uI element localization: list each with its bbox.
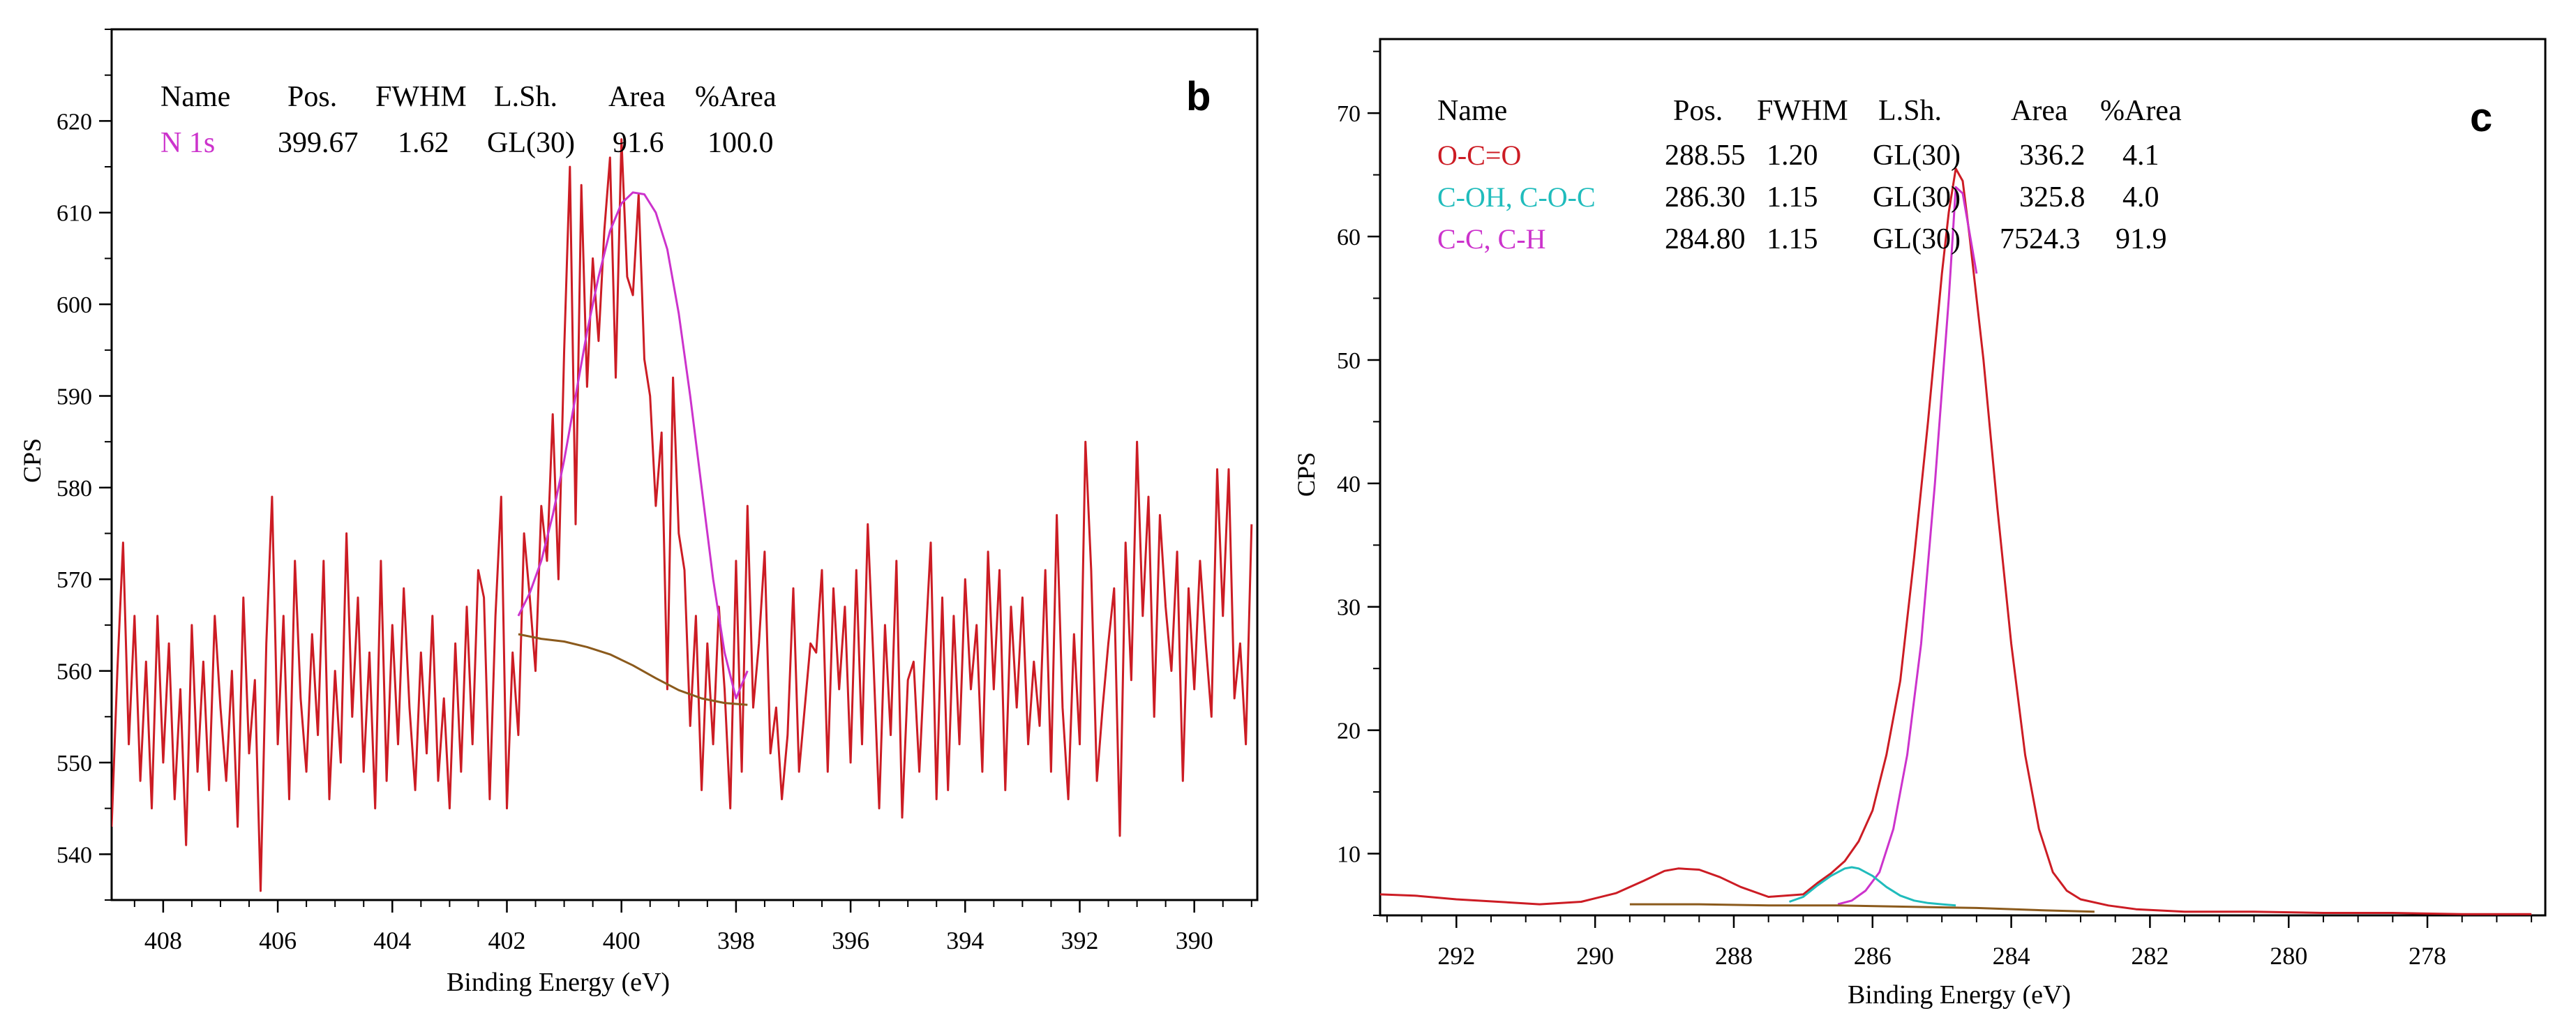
- b-header-pct: %Area: [695, 81, 777, 113]
- b-y-tick-label: 560: [57, 659, 92, 685]
- c-row1-lsh: GL(30): [1873, 140, 1961, 172]
- b-x-tick-label: 400: [603, 927, 641, 954]
- c-row2-pct: 4.0: [2122, 181, 2159, 213]
- c-x-tick-label: 286: [1854, 942, 1892, 970]
- c-row3-lsh: GL(30): [1873, 223, 1961, 255]
- panel-c-y-axis-label: CPS: [1292, 452, 1320, 497]
- c-header-area: Area: [2011, 95, 2068, 127]
- panel-c-chart: 292 290 288 286 284 282 280 278 10 20 30 40 50 60 70 B…: [1292, 38, 2547, 1010]
- c-y-tick-label: 20: [1337, 719, 1361, 744]
- panel-c-letter: c: [2470, 95, 2492, 140]
- b-row-area: 91.6: [613, 127, 664, 159]
- b-x-tick-label: 408: [144, 927, 182, 954]
- c-series-envelope: [1380, 167, 2532, 915]
- c-series-c-c-c-h: [1837, 186, 1978, 906]
- b-y-tick-label: 610: [57, 201, 92, 227]
- panel-b-series: [112, 138, 1253, 892]
- c-x-tick-label: 282: [2131, 942, 2169, 970]
- b-x-tick-label: 406: [259, 927, 297, 954]
- b-header-area: Area: [608, 81, 666, 113]
- c-row3-fwhm: 1.15: [1767, 223, 1818, 255]
- c-row2-lsh: GL(30): [1873, 181, 1961, 213]
- c-series-c-oh-c-o-c: [1789, 866, 1956, 907]
- c-y-tick-label: 70: [1337, 101, 1361, 127]
- b-y-tick-label: 550: [57, 751, 92, 777]
- c-y-tick-label: 40: [1337, 472, 1361, 497]
- b-series-n-1s-fit: [517, 191, 749, 700]
- b-row-fwhm: 1.62: [398, 127, 449, 159]
- b-y-tick-label: 590: [57, 384, 92, 410]
- panel-c-tick-labels: 292 290 288 286 284 282 280 278 10 20 30 40 50 60 70: [1337, 101, 2446, 970]
- panel-b-letter: b: [1186, 74, 1211, 119]
- c-row1-area: 336.2: [2019, 140, 2085, 172]
- b-y-tick-label: 620: [57, 109, 92, 135]
- panel-b-tick-labels: 408 406 404 402 400 398 396 394 392 390 540 550 560 5…: [57, 109, 1213, 954]
- panel-c-fit-table: Name Pos. FWHM L.Sh. Area %Area O-C=O 28…: [1437, 95, 2182, 255]
- c-row3-pos: 284.80: [1665, 223, 1746, 255]
- b-header-pos: Pos.: [287, 81, 337, 113]
- c-row2-fwhm: 1.15: [1767, 181, 1818, 213]
- b-x-tick-label: 396: [832, 927, 869, 954]
- b-row-pct: 100.0: [707, 127, 774, 159]
- panel-c-x-axis-label: Binding Energy (eV): [1848, 980, 2071, 1010]
- c-header-name: Name: [1437, 95, 1507, 127]
- b-header-fwhm: FWHM: [375, 81, 467, 113]
- b-row-lsh: GL(30): [487, 127, 575, 159]
- panel-c-ticks: [1368, 50, 2533, 928]
- b-series-background: [518, 633, 748, 706]
- c-row1-pct: 4.1: [2122, 140, 2159, 172]
- c-y-tick-label: 60: [1337, 225, 1361, 250]
- c-x-tick-label: 278: [2409, 942, 2446, 970]
- c-y-tick-label: 50: [1337, 348, 1361, 374]
- b-x-tick-label: 404: [373, 927, 411, 954]
- c-row3-area: 7524.3: [2000, 223, 2081, 255]
- c-header-pos: Pos.: [1673, 95, 1723, 127]
- c-y-tick-label: 30: [1337, 595, 1361, 621]
- c-x-tick-label: 280: [2270, 942, 2307, 970]
- b-y-tick-label: 580: [57, 476, 92, 502]
- c-row1-name: O-C=O: [1437, 140, 1521, 171]
- b-header-lsh: L.Sh.: [494, 81, 557, 113]
- panel-b-fit-table: Name Pos. FWHM L.Sh. Area %Area N 1s 399…: [160, 81, 777, 159]
- b-series-raw-spectrum: [112, 138, 1253, 892]
- b-x-tick-label: 392: [1061, 927, 1098, 954]
- panel-b-chart: 408 406 404 402 400 398 396 394 392 390 540 550 560 5…: [18, 28, 1259, 997]
- b-row-pos: 399.67: [278, 127, 359, 159]
- b-x-tick-label: 390: [1176, 927, 1213, 954]
- b-x-tick-label: 398: [717, 927, 755, 954]
- c-y-tick-label: 10: [1337, 842, 1361, 868]
- panel-b-x-axis-label: Binding Energy (eV): [447, 968, 670, 997]
- c-row2-name: C-OH, C-O-C: [1437, 181, 1596, 213]
- c-header-pct: %Area: [2100, 95, 2182, 127]
- c-row1-pos: 288.55: [1665, 140, 1746, 172]
- b-x-tick-label: 394: [946, 927, 984, 954]
- c-row3-pct: 91.9: [2116, 223, 2167, 255]
- c-x-tick-label: 288: [1715, 942, 1753, 970]
- c-header-fwhm: FWHM: [1757, 95, 1848, 127]
- c-x-tick-label: 284: [1993, 942, 2030, 970]
- c-x-tick-label: 292: [1437, 942, 1475, 970]
- c-header-lsh: L.Sh.: [1878, 95, 1942, 127]
- c-row2-area: 325.8: [2019, 181, 2085, 213]
- panel-c-series: [1380, 167, 2532, 915]
- b-y-tick-label: 570: [57, 567, 92, 593]
- panel-b-y-axis-label: CPS: [18, 438, 46, 483]
- panel-b-ticks: [99, 29, 1252, 913]
- c-row1-fwhm: 1.20: [1767, 140, 1818, 172]
- c-row2-pos: 286.30: [1665, 181, 1746, 213]
- panel-c-plot-frame: [1379, 38, 2547, 917]
- b-header-name: Name: [160, 81, 230, 113]
- b-y-tick-label: 600: [57, 292, 92, 318]
- c-row3-name: C-C, C-H: [1437, 223, 1546, 255]
- c-x-tick-label: 290: [1576, 942, 1614, 970]
- b-x-tick-label: 402: [488, 927, 525, 954]
- b-row-name: N 1s: [160, 127, 215, 159]
- b-y-tick-label: 540: [57, 842, 92, 868]
- c-series-background: [1629, 903, 2095, 913]
